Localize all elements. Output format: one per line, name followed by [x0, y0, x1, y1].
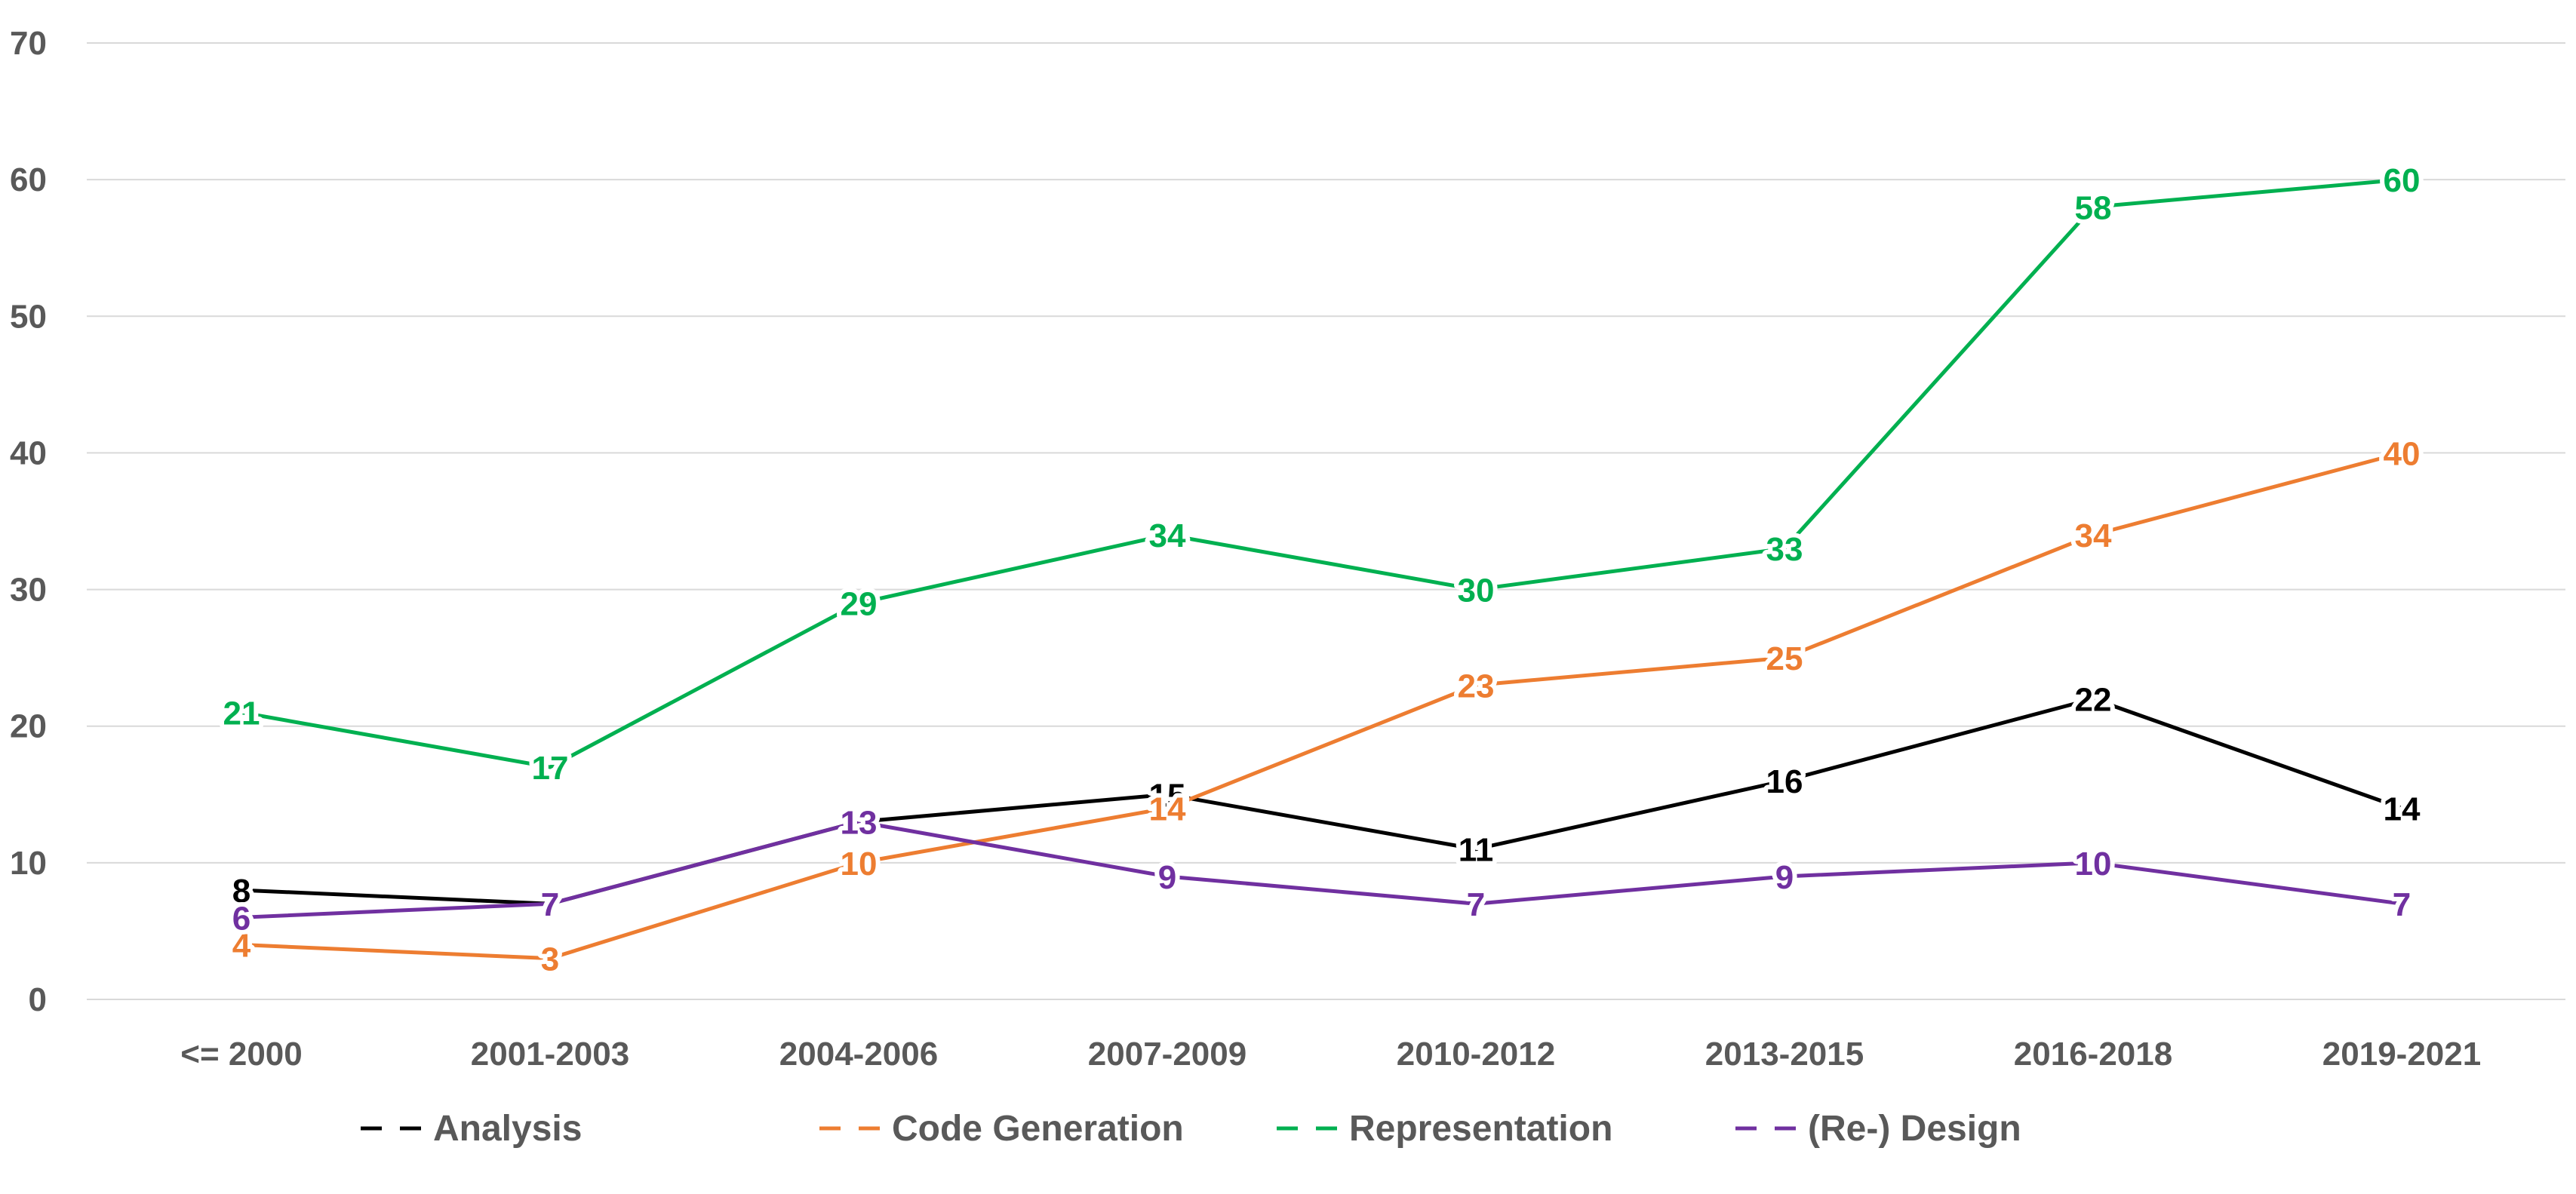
data-label-halo: 7	[1467, 886, 1485, 923]
data-label-halo: 33	[1766, 531, 1803, 568]
data-label-representation: 30	[1458, 572, 1495, 609]
legend: Analysis Code Generation Representation (Re…	[361, 1109, 2021, 1149]
data-label-halo: 7	[541, 886, 559, 923]
data-label-analysis: 15	[1149, 777, 1186, 814]
y-tick-label: 30	[10, 572, 47, 609]
data-label-re-design: 10	[2075, 846, 2112, 882]
data-label-analysis: 16	[1766, 763, 1803, 800]
data-label-halo: 10	[2075, 846, 2112, 882]
data-label-re-design: 6	[232, 900, 251, 937]
x-tick-label: 2010-2012	[1397, 1036, 1555, 1073]
y-tick-label: 50	[10, 298, 47, 335]
data-label-halo: 13	[841, 805, 878, 842]
x-tick-label: <= 2000	[180, 1036, 303, 1073]
data-label-code-generation: 3	[541, 941, 559, 978]
x-tick-label: 2019-2021	[2322, 1036, 2481, 1073]
legend-item-representation: Representation	[1277, 1109, 1612, 1149]
data-label-halo: 23	[1458, 668, 1495, 704]
data-label-re-design: 7	[2393, 886, 2411, 923]
data-label-analysis: 13	[841, 805, 878, 842]
data-label-representation: 17	[532, 750, 569, 787]
series-line-representation	[241, 177, 2402, 769]
data-label-halo: 16	[1766, 763, 1803, 800]
data-label-halo: 11	[1459, 832, 1494, 869]
data-label-re-design: 9	[1775, 859, 1794, 896]
legend-label: Code Generation	[892, 1109, 1184, 1149]
data-label-halo: 10	[841, 846, 878, 882]
data-label-code-generation: 40	[2384, 435, 2421, 472]
data-label-halo: 9	[1158, 859, 1176, 896]
y-tick-label: 70	[10, 25, 47, 62]
data-label-halo: 13	[841, 805, 878, 842]
data-label-halo: 14	[2384, 790, 2421, 827]
data-label-re-design: 9	[1158, 859, 1176, 896]
data-label-halo: 17	[532, 750, 569, 787]
data-label-halo: 34	[1149, 517, 1186, 554]
data-label-halo: 14	[1149, 790, 1186, 827]
data-label-representation: 34	[1149, 517, 1186, 554]
data-label-halo: 40	[2384, 435, 2421, 472]
series-line-re-design	[241, 820, 2402, 919]
data-label-halo: 22	[2075, 681, 2112, 718]
data-label-halo: 8	[232, 873, 251, 910]
legend-item-analysis: Analysis	[361, 1109, 582, 1149]
y-tick-label: 10	[10, 845, 47, 882]
data-label-analysis: 22	[2075, 681, 2112, 718]
x-tick-label: 2016-2018	[2014, 1036, 2172, 1073]
legend-item-code-generation: Code Generation	[819, 1109, 1184, 1149]
y-tick-label: 40	[10, 434, 47, 471]
legend-label: Representation	[1349, 1109, 1612, 1149]
data-label-analysis: 14	[2384, 790, 2421, 827]
data-label-re-design: 7	[1467, 886, 1485, 923]
data-label-re-design: 13	[841, 805, 878, 842]
data-label-code-generation: 23	[1458, 668, 1495, 704]
data-label-halo: 60	[2384, 162, 2421, 199]
y-tick-label: 0	[29, 981, 47, 1018]
data-label-halo: 3	[541, 941, 559, 978]
x-tick-label: 2013-2015	[1705, 1036, 1864, 1073]
data-label-halo: 30	[1458, 572, 1495, 609]
series-line-code-generation	[241, 451, 2402, 961]
data-label-halo: 58	[2075, 189, 2112, 226]
data-label-analysis: 7	[541, 886, 559, 923]
data-label-representation: 33	[1766, 531, 1803, 568]
data-label-code-generation: 14	[1149, 790, 1186, 827]
y-tick-label: 60	[10, 161, 47, 198]
data-label-code-generation: 34	[2075, 517, 2112, 554]
series-lines	[241, 177, 2402, 961]
y-tick-label: 20	[10, 708, 47, 745]
data-label-code-generation: 4	[232, 928, 251, 965]
x-axis-tick-labels: <= 2000 2001-2003 2004-2006 2007-2009 2010-2…	[180, 1036, 2481, 1073]
x-tick-label: 2001-2003	[471, 1036, 629, 1073]
data-label-halo: 15	[1149, 777, 1186, 814]
data-label-representation: 29	[841, 586, 878, 623]
data-label-halo: 29	[841, 586, 878, 623]
legend-label: Analysis	[433, 1109, 582, 1149]
y-axis-tick-labels: 0 10 20 30 40 50 60 70	[10, 25, 47, 1018]
legend-label: (Re-) Design	[1808, 1109, 2021, 1149]
data-label-halo: 21	[223, 695, 260, 732]
data-label-halo: 25	[1766, 640, 1803, 677]
data-label-representation: 58	[2075, 189, 2112, 226]
gridlines	[87, 42, 2565, 1000]
data-label-analysis: 11	[1459, 832, 1494, 869]
data-label-re-design: 7	[541, 886, 559, 923]
data-label-code-generation: 25	[1766, 640, 1803, 677]
data-label-representation: 21	[223, 695, 260, 732]
data-label-halo: 34	[2075, 517, 2112, 554]
data-label-halo: 9	[1775, 859, 1794, 896]
legend-item-re-design: (Re-) Design	[1735, 1109, 2021, 1149]
x-tick-label: 2007-2009	[1088, 1036, 1247, 1073]
data-label-halo: 7	[2393, 886, 2411, 923]
data-label-halo: 7	[541, 886, 559, 923]
data-label-code-generation: 10	[841, 846, 878, 882]
data-label-representation: 60	[2384, 162, 2421, 199]
data-label-halo: 6	[232, 900, 251, 937]
x-tick-label: 2004-2006	[779, 1036, 938, 1073]
data-label-analysis: 8	[232, 873, 251, 910]
